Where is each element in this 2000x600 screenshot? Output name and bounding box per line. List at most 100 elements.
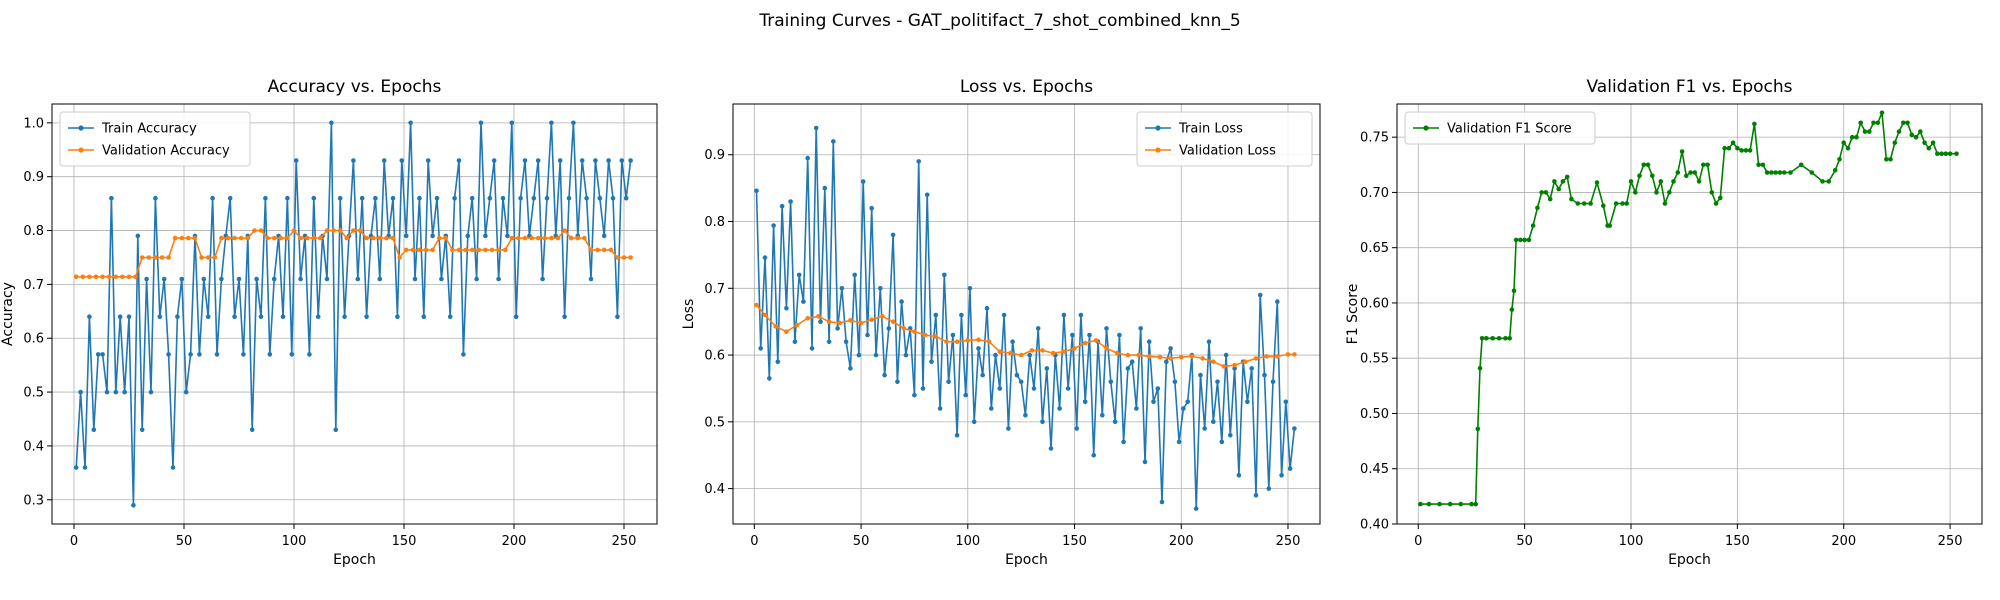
validation-f1-score-point — [1798, 162, 1804, 168]
validation-accuracy-point — [436, 235, 442, 241]
validation-f1-score-point — [1943, 151, 1949, 156]
validation-f1-score-point — [1535, 205, 1540, 211]
validation-loss-point — [986, 339, 992, 345]
train-accuracy-point — [188, 352, 193, 357]
train-loss-point — [1044, 366, 1050, 371]
validation-accuracy-point — [628, 255, 633, 260]
train-accuracy-point — [205, 314, 211, 320]
train-loss-point — [886, 326, 892, 331]
train-loss-point — [954, 432, 960, 438]
validation-f1-score-point — [1909, 132, 1915, 138]
validation-f1-score-point — [1826, 179, 1832, 184]
validation-f1-score-point — [1569, 196, 1574, 202]
y-tick-label: 0.9 — [23, 170, 44, 185]
train-accuracy-point — [285, 195, 290, 201]
validation-f1-score-point — [1564, 174, 1570, 180]
validation-loss-point — [933, 334, 939, 339]
validation-accuracy-point — [575, 235, 581, 241]
y-tick-label: 0.8 — [23, 224, 44, 239]
legend-swatch-marker — [1155, 125, 1161, 131]
train-loss-point — [1279, 473, 1284, 478]
validation-f1-score-point — [1709, 190, 1715, 195]
validation-accuracy-point — [245, 235, 251, 241]
train-accuracy-point — [518, 195, 523, 201]
train-loss-point — [1283, 399, 1289, 405]
validation-accuracy-point — [417, 247, 422, 253]
train-loss-point — [916, 159, 921, 164]
train-accuracy-point — [271, 276, 277, 282]
validation-accuracy-point — [601, 247, 607, 253]
train-loss-point — [1181, 406, 1186, 411]
plot-frame — [1396, 103, 1983, 525]
train-accuracy-point — [289, 352, 295, 357]
validation-loss-point — [1285, 352, 1291, 357]
train-loss-point — [1129, 359, 1135, 365]
train-accuracy-point — [500, 195, 506, 201]
validation-loss-point — [922, 332, 928, 338]
train-accuracy-point — [364, 314, 369, 320]
train-accuracy-point — [395, 314, 400, 320]
validation-f1-score-point — [1513, 237, 1519, 243]
validation-accuracy-point — [265, 235, 270, 241]
validation-accuracy-point — [562, 228, 567, 233]
train-accuracy-point — [333, 427, 339, 433]
train-accuracy-point — [122, 389, 127, 395]
train-loss-point — [839, 286, 845, 291]
train-loss-point — [1048, 446, 1054, 451]
chart-title: Loss vs. Epochs — [960, 77, 1093, 97]
validation-accuracy-point — [549, 235, 554, 241]
validation-f1-score-point — [1752, 121, 1757, 127]
legend-box — [1136, 111, 1313, 167]
validation-f1-score-point — [1901, 120, 1906, 126]
validation-accuracy-point — [529, 235, 534, 241]
validation-accuracy-point — [469, 247, 475, 253]
legend: Validation F1 Score — [1404, 111, 1596, 145]
train-loss-point — [1087, 332, 1092, 338]
validation-f1-score-point — [1552, 179, 1557, 184]
validation-f1-score-point — [1675, 170, 1681, 175]
validation-accuracy-point — [186, 235, 191, 241]
validation-f1-score-point — [1658, 179, 1664, 184]
validation-f1-score-point — [1747, 148, 1753, 153]
validation-loss-point — [1211, 359, 1216, 365]
validation-accuracy-point — [621, 255, 627, 260]
validation-accuracy-line — [76, 229, 631, 278]
validation-loss-point — [762, 312, 768, 318]
validation-loss-point — [1232, 362, 1237, 368]
validation-loss-point — [954, 339, 960, 345]
train-accuracy-point — [469, 195, 475, 201]
train-loss-point — [920, 386, 926, 391]
train-accuracy-point — [148, 389, 154, 395]
validation-loss-point — [912, 329, 917, 335]
train-accuracy-point — [456, 158, 462, 163]
validation-f1-score-point — [1620, 201, 1625, 206]
x-tick-label: 100 — [282, 534, 307, 549]
validation-loss-point — [754, 302, 759, 308]
train-accuracy-point — [597, 195, 603, 201]
validation-loss-point — [965, 338, 971, 343]
validation-f1-score-point — [1871, 120, 1876, 126]
f1-chart: 0 50 100 150 200 250 0.40 0.45 0.50 0.55 0.60 0.65 0… — [1345, 77, 1983, 568]
train-accuracy-point — [571, 120, 576, 126]
validation-f1-score-point — [1930, 140, 1936, 145]
validation-loss-point — [1104, 346, 1109, 351]
train-loss-point — [1223, 352, 1229, 358]
train-loss-point — [1262, 372, 1267, 378]
x-tick-label: 0 — [750, 534, 758, 549]
train-loss-point — [967, 286, 973, 291]
validation-accuracy-point — [568, 235, 574, 241]
train-loss-point — [997, 386, 1003, 391]
y-tick-label: 0.7 — [704, 282, 725, 297]
train-loss-series — [754, 125, 1297, 511]
train-loss-point — [1031, 386, 1037, 391]
train-accuracy-point — [417, 195, 422, 201]
validation-f1-score-point — [1588, 201, 1593, 206]
validation-loss-point — [901, 326, 907, 331]
validation-f1-score-point — [1479, 336, 1485, 341]
train-accuracy-point — [505, 233, 510, 239]
validation-f1-score-point — [1935, 151, 1940, 156]
train-loss-point — [1104, 326, 1109, 331]
train-loss-point — [890, 232, 896, 238]
validation-loss-point — [1061, 349, 1067, 355]
validation-f1-score-point — [1496, 336, 1502, 341]
